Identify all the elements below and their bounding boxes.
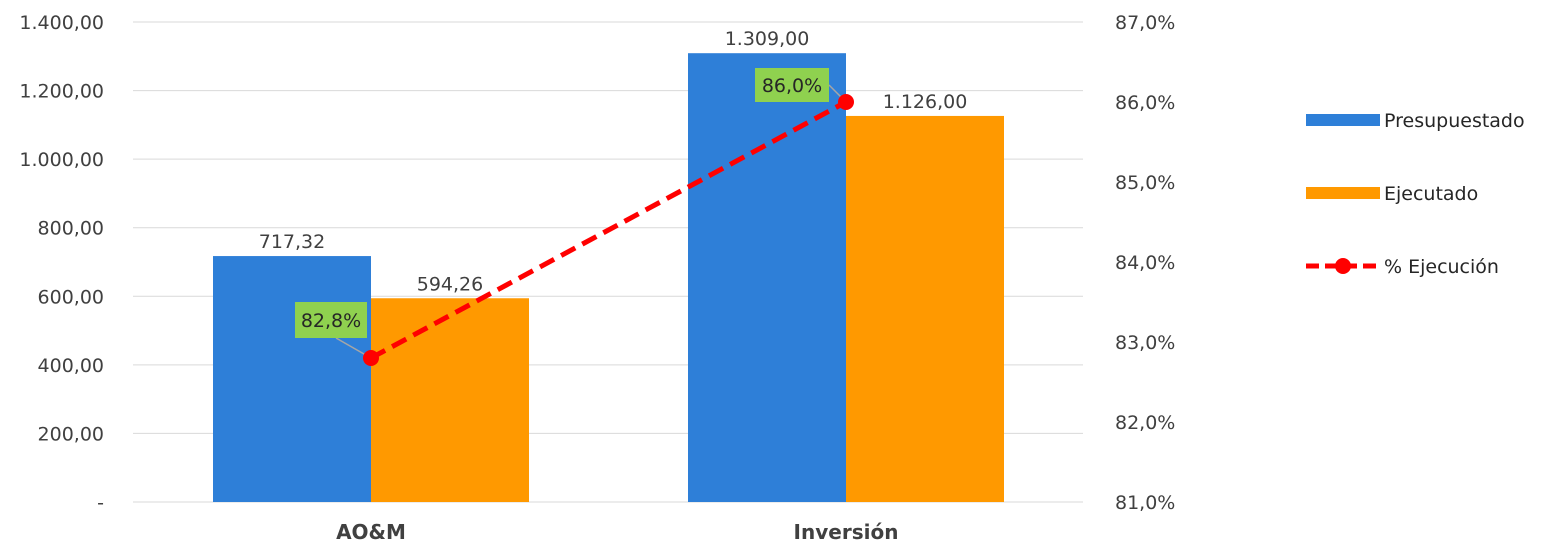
y-left-tick-label: 800,00 bbox=[38, 218, 104, 240]
legend-marker bbox=[1335, 258, 1351, 274]
percent-data-label: 82,8% bbox=[301, 310, 361, 332]
y-right-tick-label: 85,0% bbox=[1115, 172, 1175, 194]
category-label: AO&M bbox=[336, 520, 406, 544]
y-right-tick-label: 82,0% bbox=[1115, 412, 1175, 434]
y-left-tick-label: 1.400,00 bbox=[19, 12, 104, 34]
y-right-tick-label: 83,0% bbox=[1115, 332, 1175, 354]
percent-label-box bbox=[755, 68, 829, 102]
percent-label-box bbox=[295, 302, 367, 338]
bar-presupuestado bbox=[688, 53, 846, 502]
bar-ejecutado bbox=[846, 115, 1004, 502]
legend-label: Presupuestado bbox=[1384, 110, 1525, 132]
y-right-tick-label: 84,0% bbox=[1115, 252, 1175, 274]
y-left-tick-label: 1.200,00 bbox=[19, 81, 104, 103]
y-left-tick-label: 400,00 bbox=[38, 355, 104, 377]
y-right-tick-label: 81,0% bbox=[1115, 492, 1175, 514]
bar-data-label: 594,26 bbox=[417, 273, 483, 295]
bar-ejecutado bbox=[371, 298, 529, 502]
left-axis-ticks: - 200,00 400,00 600,00 800,00 1.000,00 1.200,0… bbox=[19, 12, 104, 514]
legend-swatch bbox=[1306, 114, 1380, 126]
legend-label: Ejecutado bbox=[1384, 183, 1478, 205]
y-left-tick-label: 200,00 bbox=[38, 423, 104, 445]
line-series: 82,8% 86,0% bbox=[295, 68, 854, 366]
legend: Presupuestado Ejecutado % Ejecución bbox=[1306, 110, 1525, 278]
y-right-tick-label: 87,0% bbox=[1115, 12, 1175, 34]
percent-line bbox=[369, 99, 848, 361]
category-labels: AO&M Inversión bbox=[336, 520, 898, 544]
y-left-tick-label: 600,00 bbox=[38, 286, 104, 308]
category-label: Inversión bbox=[794, 520, 899, 544]
bar-presupuestado bbox=[213, 256, 371, 502]
bar-data-label: 1.309,00 bbox=[725, 28, 810, 50]
legend-swatch bbox=[1306, 187, 1380, 199]
bar-data-label: 1.126,00 bbox=[883, 91, 968, 113]
percent-data-label: 86,0% bbox=[762, 75, 822, 97]
percent-marker bbox=[838, 94, 854, 110]
right-axis-ticks: 81,0% 82,0% 83,0% 84,0% 85,0% 86,0% 87,0% bbox=[1115, 12, 1175, 514]
y-left-tick-label: - bbox=[97, 492, 104, 514]
bar-series: 717,32 1.309,00 594,26 1.126,00 bbox=[213, 28, 1004, 502]
y-left-tick-label: 1.000,00 bbox=[19, 149, 104, 171]
legend-label: % Ejecución bbox=[1384, 256, 1499, 278]
bar-data-label: 717,32 bbox=[259, 231, 325, 253]
percent-marker bbox=[363, 350, 379, 366]
y-right-tick-label: 86,0% bbox=[1115, 92, 1175, 114]
